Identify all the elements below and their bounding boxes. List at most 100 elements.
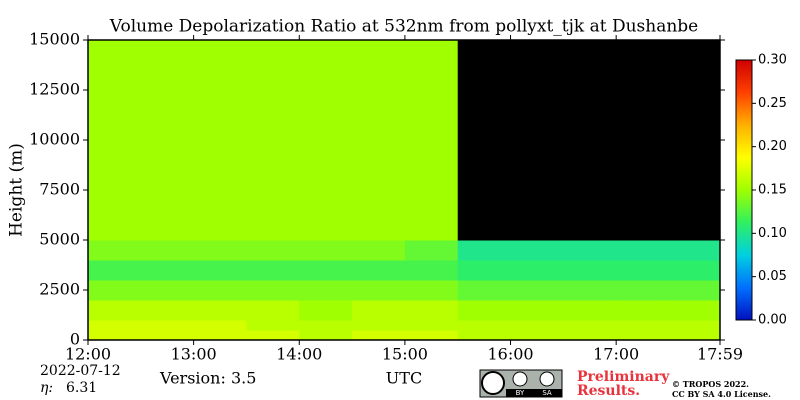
heat-cell	[404, 40, 459, 91]
heat-cell	[563, 260, 617, 281]
heat-cell	[563, 140, 617, 191]
heat-cell	[457, 320, 512, 331]
heat-cell	[616, 280, 670, 301]
heat-cell	[88, 140, 142, 191]
heat-cell	[457, 140, 512, 191]
heat-cell	[510, 140, 564, 191]
heat-cell	[457, 260, 512, 281]
heat-cell	[563, 90, 617, 141]
heat-cell	[352, 300, 406, 321]
y-tick-label: 5000	[39, 230, 80, 249]
heat-cell	[616, 300, 670, 321]
copyright: CC BY SA 4.0 License.	[672, 389, 771, 399]
x-tick-label: 17:59	[697, 345, 743, 364]
heat-cell	[140, 280, 195, 301]
heat-cell	[299, 190, 353, 241]
heat-cell	[563, 280, 617, 301]
version: Version: 3.5	[159, 369, 256, 388]
heat-cell	[140, 90, 195, 141]
y-axis-label: Height (m)	[7, 143, 27, 237]
heat-cell	[88, 90, 142, 141]
heat-cell	[668, 300, 721, 321]
heat-cell	[88, 190, 142, 241]
heat-cell	[88, 240, 142, 261]
heat-cell	[352, 40, 406, 91]
heat-cell	[457, 240, 512, 261]
heat-cell	[246, 140, 300, 191]
y-tick-label: 12500	[29, 80, 80, 99]
by-icon	[512, 371, 528, 387]
heat-cell	[404, 240, 459, 261]
x-axis-label: UTC	[386, 369, 422, 388]
y-tick-label: 0	[70, 330, 80, 349]
heat-cell	[140, 300, 195, 321]
heat-cell	[140, 260, 195, 281]
heat-cell	[193, 240, 247, 261]
heat-cell	[140, 40, 195, 91]
heat-cell	[88, 260, 142, 281]
y-tick-label: 7500	[39, 180, 80, 199]
heat-cell	[668, 320, 721, 331]
heat-cell	[563, 40, 617, 91]
heat-cell	[457, 280, 512, 301]
heat-cell	[668, 280, 721, 301]
notice: Preliminary	[577, 369, 670, 385]
heat-cell	[668, 260, 721, 281]
heat-cell	[352, 330, 406, 341]
heat-cell	[457, 330, 512, 341]
heat-cell	[352, 260, 406, 281]
heat-cell	[352, 240, 406, 261]
heat-cell	[193, 90, 247, 141]
heat-cell	[88, 330, 142, 341]
heat-cell	[246, 190, 300, 241]
badge-by: BY	[516, 389, 525, 397]
heat-cell	[616, 140, 670, 191]
heat-cell	[299, 90, 353, 141]
heat-cell	[88, 40, 142, 91]
colorbar-tick-label: 0.15	[758, 183, 787, 198]
heat-cell	[140, 140, 195, 191]
colorbar-tick-label: 0.20	[758, 139, 787, 154]
license-badge: BY SA	[479, 369, 563, 398]
heat-cell	[140, 190, 195, 241]
badge-sa: SA	[542, 389, 552, 397]
heat-cell	[246, 330, 300, 341]
heat-cell	[193, 280, 247, 301]
heat-cell	[404, 260, 459, 281]
heat-cell	[193, 320, 247, 331]
colorbar-tick-label: 0.05	[758, 269, 787, 284]
heat-cell	[668, 330, 721, 341]
heat-cell	[404, 190, 459, 241]
heat-cell	[457, 300, 512, 321]
heat-cell	[299, 140, 353, 191]
heat-cell	[193, 40, 247, 91]
heat-cell	[299, 260, 353, 281]
heat-cell	[352, 320, 406, 331]
heat-cell	[616, 240, 670, 261]
heat-cell	[246, 90, 300, 141]
heat-cell	[668, 90, 721, 141]
heat-cell	[510, 280, 564, 301]
y-tick-label: 2500	[39, 280, 80, 299]
heat-cell	[352, 280, 406, 301]
chart-title: Volume Depolarization Ratio at 532nm fro…	[109, 17, 698, 37]
eta-label: η:	[40, 380, 53, 396]
heat-cell	[404, 90, 459, 141]
x-tick-label: 17:00	[593, 345, 639, 364]
heat-cell	[404, 320, 459, 331]
heat-cell	[246, 280, 300, 301]
heat-cell	[616, 40, 670, 91]
heat-cell	[510, 40, 564, 91]
heat-cell	[668, 240, 721, 261]
heat-cell	[193, 140, 247, 191]
heat-cell	[668, 40, 721, 91]
cc-icon	[481, 371, 505, 395]
heat-cell	[457, 90, 512, 141]
heat-cell	[616, 90, 670, 141]
heat-cell	[616, 190, 670, 241]
colorbar-tick-label: 0.30	[758, 53, 787, 68]
heat-cell	[563, 330, 617, 341]
heat-cell	[299, 300, 353, 321]
heat-cell	[299, 330, 353, 341]
